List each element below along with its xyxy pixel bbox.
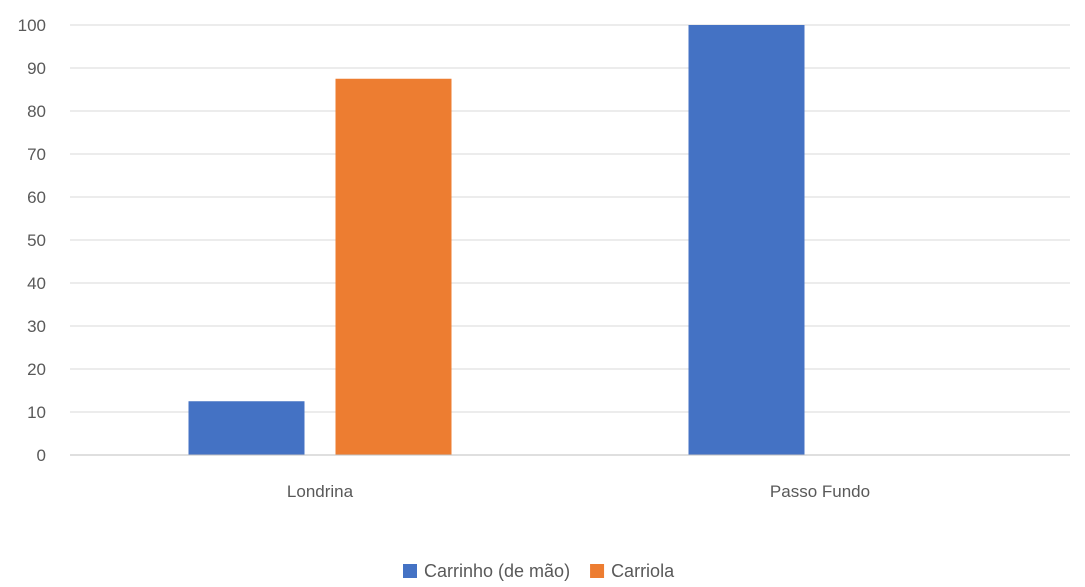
y-tick-label: 10 <box>27 403 46 422</box>
legend-label: Carrinho (de mão) <box>424 561 570 581</box>
x-category-label: Londrina <box>287 482 354 501</box>
y-tick-label: 30 <box>27 317 46 336</box>
bar-londrina-series-0 <box>188 401 305 455</box>
bars <box>188 25 805 455</box>
legend-swatch <box>403 564 417 578</box>
x-category-label: Passo Fundo <box>770 482 870 501</box>
x-axis: Londrina Passo Fundo <box>70 454 1070 501</box>
legend: Carrinho (de mão) Carriola <box>403 561 675 581</box>
legend-swatch <box>590 564 605 578</box>
y-tick-label: 60 <box>27 188 46 207</box>
y-tick-label: 20 <box>27 360 46 379</box>
y-axis-tick-labels: 0 10 20 30 40 50 60 70 80 90 100 <box>18 16 46 465</box>
y-tick-label: 90 <box>27 59 46 78</box>
y-tick-label: 100 <box>18 16 46 35</box>
y-tick-label: 50 <box>27 231 46 250</box>
legend-label: Carriola <box>611 561 675 581</box>
gridlines <box>70 24 1070 413</box>
bar-passo-fundo-series-0 <box>688 25 805 455</box>
bar-londrina-series-1 <box>335 78 452 455</box>
y-tick-label: 70 <box>27 145 46 164</box>
y-tick-label: 40 <box>27 274 46 293</box>
y-tick-label: 80 <box>27 102 46 121</box>
y-tick-label: 0 <box>37 446 46 465</box>
